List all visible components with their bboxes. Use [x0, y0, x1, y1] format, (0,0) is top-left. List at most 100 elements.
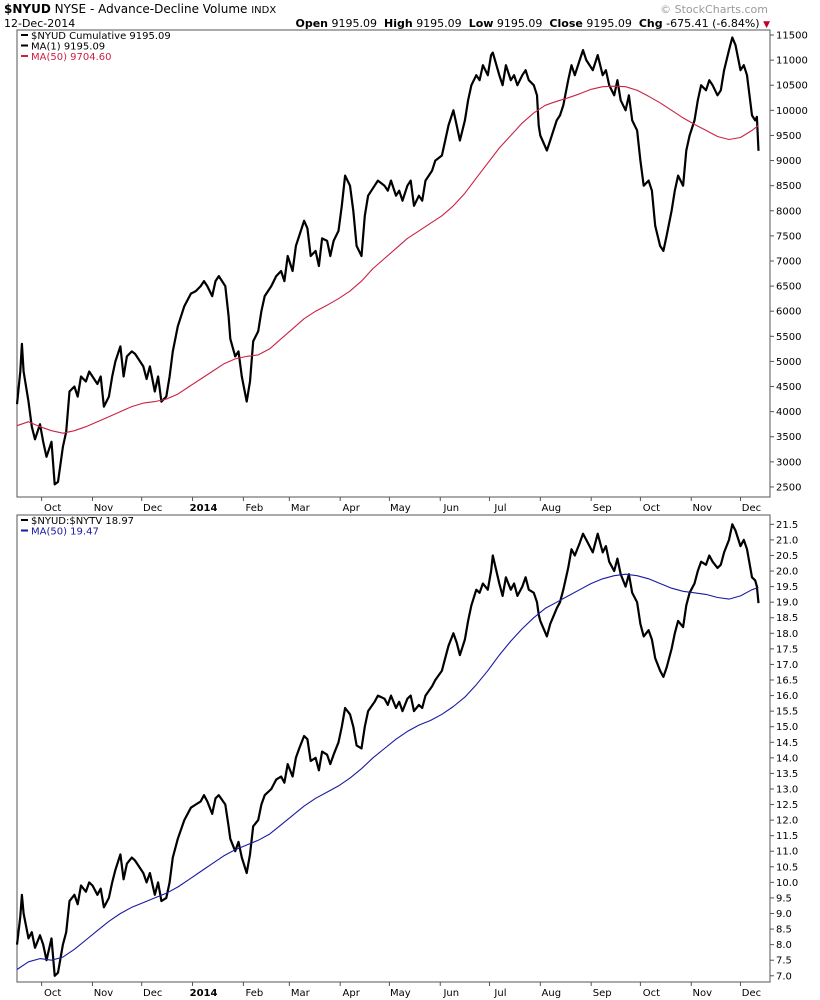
y-tick-label: 11000 — [776, 56, 808, 67]
y-tick-label: 15.5 — [776, 707, 798, 718]
exchange: INDX — [251, 5, 277, 16]
y-tick-label: 10.0 — [776, 878, 798, 889]
y-tick-label: 8.0 — [776, 940, 792, 951]
legend-entry: MA(50) 9704.60 — [31, 52, 112, 63]
x-tick-label: Apr — [343, 503, 361, 514]
y-tick-label: 9000 — [776, 156, 801, 167]
y-tick-label: 12.5 — [776, 800, 798, 811]
x-tick-label: May — [390, 503, 411, 514]
y-tick-label: 11.0 — [776, 847, 798, 858]
legend-entry: $NYUD Cumulative 9195.09 — [31, 31, 171, 42]
y-tick-label: 14.5 — [776, 738, 798, 749]
symbol-description: NYSE - Advance-Decline Volume — [54, 2, 248, 16]
y-tick-label: 8.5 — [776, 925, 792, 936]
x-tick-label: Apr — [343, 988, 361, 999]
price-line — [15, 523, 760, 977]
y-tick-label: 20.0 — [776, 567, 798, 578]
y-tick-label: 18.5 — [776, 613, 798, 624]
x-tick-label: Nov — [94, 988, 114, 999]
x-tick-label: Feb — [246, 988, 264, 999]
y-tick-label: 11500 — [776, 31, 808, 42]
x-tick-label: Oct — [44, 988, 61, 999]
y-tick-label: 16.5 — [776, 676, 798, 687]
y-tick-label: 16.0 — [776, 691, 798, 702]
symbol: $NYUD — [4, 2, 51, 16]
y-tick-label: 5500 — [776, 332, 801, 343]
chg-label: Chg — [638, 17, 663, 30]
legend-entry: $NYUD:$NYTV 18.97 — [31, 516, 134, 527]
ohlc-readout: Open 9195.09 High 9195.09 Low 9195.09 Cl… — [295, 17, 770, 30]
ma50-line — [16, 573, 759, 970]
y-tick-label: 10.5 — [776, 862, 798, 873]
y-tick-label: 2500 — [776, 482, 801, 493]
y-tick-label: 10500 — [776, 81, 808, 92]
x-tick-label: Dec — [742, 988, 761, 999]
y-tick-label: 4000 — [776, 407, 801, 418]
x-tick-label: Jul — [493, 988, 506, 999]
y-tick-label: 7500 — [776, 231, 801, 242]
legend-entry: MA(1) 9195.09 — [31, 42, 105, 53]
x-tick-label: 2014 — [190, 988, 218, 999]
low-value: 9195.09 — [496, 17, 543, 30]
price-line — [15, 36, 760, 486]
y-tick-label: 9.0 — [776, 909, 792, 920]
y-tick-label: 3500 — [776, 432, 801, 443]
y-tick-label: 6500 — [776, 282, 801, 293]
y-tick-label: 19.5 — [776, 582, 798, 593]
y-tick-label: 4500 — [776, 382, 801, 393]
low-label: Low — [468, 17, 494, 30]
plot-frame-1 — [16, 29, 771, 498]
y-tick-label: 7.5 — [776, 956, 792, 967]
x-tick-label: Sep — [593, 503, 612, 514]
y-tick-label: 20.5 — [776, 551, 798, 562]
y-tick-label: 10000 — [776, 106, 808, 117]
open-value: 9195.09 — [331, 17, 378, 30]
x-tick-label: Feb — [246, 503, 264, 514]
x-tick-label: May — [390, 988, 411, 999]
y-tick-label: 7.0 — [776, 971, 792, 982]
y-tick-label: 9.5 — [776, 893, 792, 904]
y-tick-label: 13.5 — [776, 769, 798, 780]
y-tick-label: 17.0 — [776, 660, 798, 671]
x-tick-label: Mar — [291, 503, 311, 514]
brand-watermark: © StockCharts.com — [660, 3, 768, 16]
y-tick-label: 17.5 — [776, 644, 798, 655]
y-tick-label: 12.0 — [776, 816, 798, 827]
down-arrow-icon: ▼ — [763, 20, 770, 30]
open-label: Open — [295, 17, 328, 30]
x-tick-label: Nov — [692, 988, 712, 999]
y-tick-label: 8000 — [776, 206, 801, 217]
y-tick-label: 6000 — [776, 307, 801, 318]
y-tick-label: 11.5 — [776, 831, 798, 842]
x-tick-label: Dec — [143, 503, 162, 514]
y-tick-label: 7000 — [776, 256, 801, 267]
x-tick-label: Nov — [692, 503, 712, 514]
x-tick-label: Dec — [742, 503, 761, 514]
quote-date: 12-Dec-2014 — [4, 17, 76, 30]
close-value: 9195.09 — [586, 17, 632, 30]
x-tick-label: Sep — [593, 988, 612, 999]
x-tick-label: Jun — [442, 503, 459, 514]
y-tick-label: 13.0 — [776, 784, 798, 795]
x-tick-label: Oct — [643, 988, 660, 999]
x-tick-label: Aug — [542, 503, 562, 514]
y-tick-label: 15.0 — [776, 722, 798, 733]
high-label: High — [384, 17, 413, 30]
ma50-line — [16, 85, 759, 434]
close-label: Close — [549, 17, 583, 30]
x-tick-label: Nov — [94, 503, 114, 514]
x-tick-label: Aug — [542, 988, 562, 999]
x-tick-label: Jul — [493, 503, 506, 514]
legend-entry: MA(50) 19.47 — [31, 527, 99, 538]
y-tick-label: 9500 — [776, 131, 801, 142]
y-tick-label: 8500 — [776, 181, 801, 192]
x-tick-label: Oct — [44, 503, 61, 514]
chg-value: -675.41 (-6.84%) — [666, 17, 760, 30]
y-tick-label: 21.5 — [776, 520, 798, 531]
x-tick-label: Jun — [442, 988, 459, 999]
x-tick-label: Dec — [143, 988, 162, 999]
x-tick-label: 2014 — [190, 503, 218, 514]
x-tick-label: Mar — [291, 988, 311, 999]
y-tick-label: 14.0 — [776, 753, 798, 764]
y-tick-label: 3000 — [776, 457, 801, 468]
